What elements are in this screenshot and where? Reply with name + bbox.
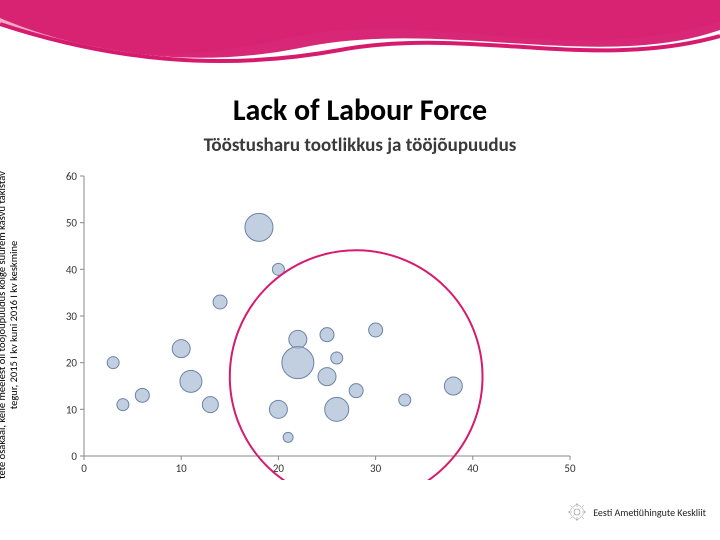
y-axis-label: tete osakaal, kelle meelest oli tööjõupu… (0, 170, 20, 480)
y-tick-label: 50 (66, 217, 78, 230)
highlight-circle (230, 250, 483, 480)
bubble (245, 213, 273, 241)
bubble (399, 394, 411, 406)
bubble (369, 323, 383, 337)
wave-white (0, 22, 720, 90)
bubble (349, 384, 363, 398)
bubble (172, 340, 190, 358)
bubble (289, 330, 307, 348)
page-title: Lack of Labour Force (0, 92, 720, 129)
bubble (135, 388, 149, 402)
x-tick-label: 40 (467, 462, 479, 475)
wave-light (0, 0, 720, 54)
header-wave (0, 0, 720, 90)
y-tick-label: 0 (71, 450, 77, 463)
x-tick-label: 10 (176, 462, 188, 475)
bubble (282, 347, 314, 379)
wave-dark (0, 0, 720, 58)
y-tick-label: 60 (66, 170, 78, 183)
footer-org-label: Eesti Ametiühingute Keskliit (593, 506, 706, 519)
bubble (331, 352, 343, 364)
bubble-chart: 010203040506001020304050 (50, 170, 580, 480)
y-tick-label: 20 (66, 357, 78, 370)
bubble (269, 400, 287, 418)
bubble (213, 295, 227, 309)
bubble (117, 399, 129, 411)
x-tick-label: 0 (81, 462, 87, 475)
org-logo-icon (567, 502, 587, 522)
bubble (283, 432, 293, 442)
bubble (180, 370, 202, 392)
bubble (444, 377, 462, 395)
bubble (107, 357, 119, 369)
bubble (202, 397, 218, 413)
bubble (318, 368, 336, 386)
y-tick-label: 40 (66, 263, 78, 276)
footer-org: Eesti Ametiühingute Keskliit (567, 502, 706, 522)
chart-subtitle: Tööstusharu tootlikkus ja tööjõupuudus (0, 134, 720, 157)
bubble (325, 397, 349, 421)
x-tick-label: 50 (564, 462, 576, 475)
wave-dark-edge (0, 24, 720, 61)
bubble (320, 328, 334, 342)
y-tick-label: 30 (66, 310, 78, 323)
y-tick-label: 10 (66, 403, 78, 416)
x-tick-label: 30 (370, 462, 382, 475)
